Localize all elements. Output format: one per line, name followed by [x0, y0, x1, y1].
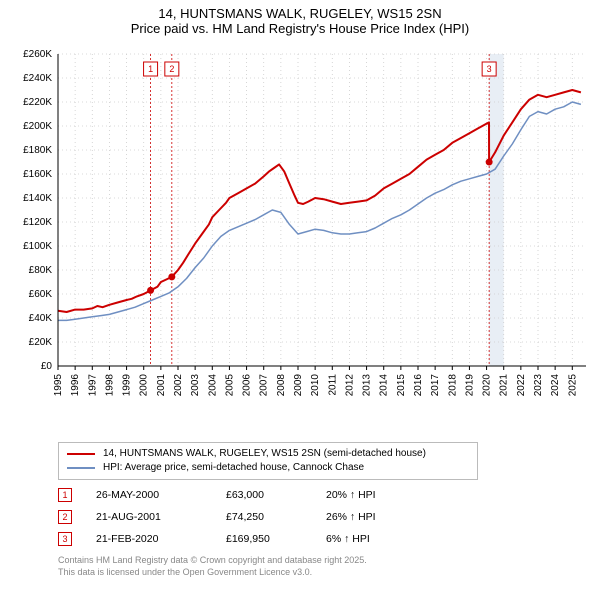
- svg-text:1997: 1997: [87, 374, 98, 397]
- svg-text:2003: 2003: [190, 374, 201, 397]
- event-price: £74,250: [226, 506, 326, 528]
- svg-text:£80K: £80K: [29, 265, 53, 276]
- svg-text:£60K: £60K: [29, 289, 53, 300]
- svg-text:2005: 2005: [224, 374, 235, 397]
- event-diff: 20% ↑ HPI: [326, 484, 446, 506]
- title-line-2: Price paid vs. HM Land Registry's House …: [0, 21, 600, 36]
- event-row: 3 21-FEB-2020£169,9506% ↑ HPI: [58, 528, 590, 550]
- legend-swatch: [67, 453, 95, 455]
- chart-svg: £0 £20K £40K £60K £80K £100K £120K £140K £160K £1…: [0, 36, 600, 436]
- svg-text:2: 2: [169, 64, 174, 74]
- events-table: 1 26-MAY-2000£63,00020% ↑ HPI 2 21-AUG-2001…: [58, 484, 590, 550]
- svg-text:2024: 2024: [550, 374, 561, 397]
- svg-text:2018: 2018: [447, 374, 458, 397]
- event-date: 26-MAY-2000: [96, 484, 226, 506]
- legend-row: HPI: Average price, semi-detached house,…: [67, 461, 469, 475]
- svg-text:£260K: £260K: [23, 49, 52, 60]
- svg-text:£140K: £140K: [23, 193, 52, 204]
- svg-text:2023: 2023: [533, 374, 544, 397]
- svg-text:£180K: £180K: [23, 145, 52, 156]
- svg-text:1995: 1995: [53, 374, 64, 397]
- svg-text:£120K: £120K: [23, 217, 52, 228]
- svg-text:1999: 1999: [122, 374, 133, 397]
- svg-text:3: 3: [487, 64, 492, 74]
- title-line-1: 14, HUNTSMANS WALK, RUGELEY, WS15 2SN: [0, 6, 600, 21]
- svg-text:2001: 2001: [156, 374, 167, 397]
- svg-text:2014: 2014: [379, 374, 390, 397]
- svg-text:1998: 1998: [104, 374, 115, 397]
- footer-line-1: Contains HM Land Registry data © Crown c…: [58, 554, 590, 566]
- event-marker-number: 1: [58, 488, 72, 502]
- svg-text:2016: 2016: [413, 374, 424, 397]
- footer-text: Contains HM Land Registry data © Crown c…: [58, 554, 590, 578]
- svg-text:2019: 2019: [464, 374, 475, 397]
- event-marker-number: 2: [58, 510, 72, 524]
- event-diff: 26% ↑ HPI: [326, 506, 446, 528]
- svg-text:2022: 2022: [516, 374, 527, 397]
- svg-text:2011: 2011: [327, 374, 338, 396]
- legend-label: 14, HUNTSMANS WALK, RUGELEY, WS15 2SN (s…: [103, 447, 426, 461]
- event-date: 21-FEB-2020: [96, 528, 226, 550]
- svg-text:2025: 2025: [567, 374, 578, 397]
- event-price: £63,000: [226, 484, 326, 506]
- svg-text:£200K: £200K: [23, 121, 52, 132]
- svg-text:2010: 2010: [310, 374, 321, 397]
- event-row: 2 21-AUG-2001£74,25026% ↑ HPI: [58, 506, 590, 528]
- legend-row: 14, HUNTSMANS WALK, RUGELEY, WS15 2SN (s…: [67, 447, 469, 461]
- legend-box: 14, HUNTSMANS WALK, RUGELEY, WS15 2SN (s…: [58, 442, 478, 480]
- svg-text:2012: 2012: [344, 374, 355, 397]
- svg-text:2009: 2009: [293, 374, 304, 397]
- svg-text:2007: 2007: [259, 374, 270, 397]
- chart-area: £0 £20K £40K £60K £80K £100K £120K £140K £160K £1…: [0, 36, 600, 436]
- svg-text:£160K: £160K: [23, 169, 52, 180]
- svg-text:2006: 2006: [242, 374, 253, 397]
- svg-text:2021: 2021: [499, 374, 510, 397]
- svg-text:2000: 2000: [139, 374, 150, 397]
- event-row: 1 26-MAY-2000£63,00020% ↑ HPI: [58, 484, 590, 506]
- event-date: 21-AUG-2001: [96, 506, 226, 528]
- svg-text:2020: 2020: [482, 374, 493, 397]
- legend-swatch: [67, 467, 95, 469]
- chart-titles: 14, HUNTSMANS WALK, RUGELEY, WS15 2SN Pr…: [0, 0, 600, 36]
- svg-text:1: 1: [148, 64, 153, 74]
- event-diff: 6% ↑ HPI: [326, 528, 446, 550]
- event-marker-number: 3: [58, 532, 72, 546]
- svg-text:£40K: £40K: [29, 313, 53, 324]
- svg-text:£220K: £220K: [23, 97, 52, 108]
- svg-text:2013: 2013: [362, 374, 373, 397]
- svg-text:£240K: £240K: [23, 73, 52, 84]
- svg-text:£100K: £100K: [23, 241, 52, 252]
- svg-text:2002: 2002: [173, 374, 184, 397]
- svg-text:2008: 2008: [276, 374, 287, 397]
- legend-label: HPI: Average price, semi-detached house,…: [103, 461, 364, 475]
- svg-text:2017: 2017: [430, 374, 441, 397]
- svg-text:£0: £0: [41, 361, 53, 372]
- svg-text:2015: 2015: [396, 374, 407, 397]
- svg-text:2004: 2004: [207, 374, 218, 397]
- svg-text:£20K: £20K: [29, 337, 53, 348]
- svg-text:1996: 1996: [70, 374, 81, 397]
- footer-line-2: This data is licensed under the Open Gov…: [58, 566, 590, 578]
- event-price: £169,950: [226, 528, 326, 550]
